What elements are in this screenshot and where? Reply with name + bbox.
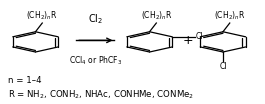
Text: n = 1–4: n = 1–4 (8, 76, 42, 85)
Text: +: + (182, 34, 193, 47)
Text: (CH$_2$)$_n$R: (CH$_2$)$_n$R (140, 9, 172, 22)
Text: (CH$_2$)$_n$R: (CH$_2$)$_n$R (26, 9, 58, 22)
Text: Cl$_2$: Cl$_2$ (88, 12, 103, 26)
Text: Cl: Cl (196, 32, 203, 41)
Text: R = NH$_2$, CONH$_2$, NHAc, CONHMe, CONMe$_2$: R = NH$_2$, CONH$_2$, NHAc, CONHMe, CONM… (8, 88, 194, 101)
Text: CCl$_4$ or PhCF$_3$: CCl$_4$ or PhCF$_3$ (69, 54, 122, 67)
Text: (CH$_2$)$_n$R: (CH$_2$)$_n$R (214, 9, 246, 22)
Text: Cl: Cl (219, 62, 227, 71)
